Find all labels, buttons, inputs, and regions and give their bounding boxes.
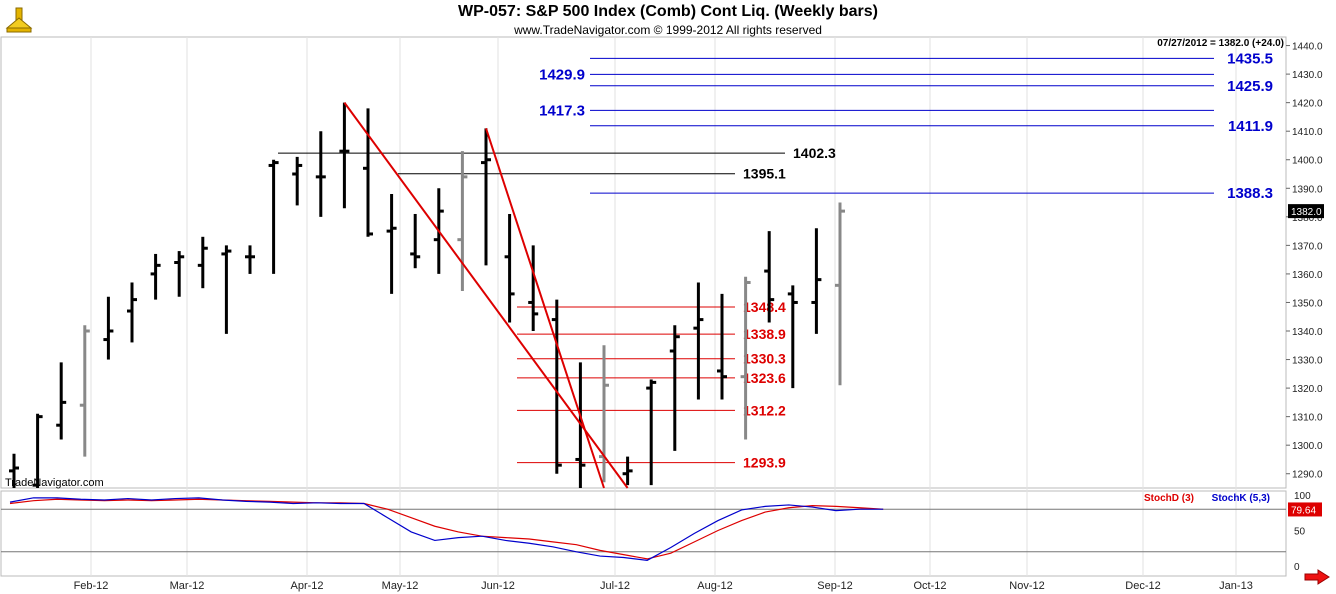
ohlc-bar bbox=[457, 151, 468, 292]
ohlc-bar bbox=[221, 245, 232, 334]
y-tick-label: 1400.0 bbox=[1292, 156, 1323, 167]
level-label: 1323.6 bbox=[743, 370, 786, 386]
y-tick-label: 1360.0 bbox=[1292, 270, 1323, 281]
level-label: 1312.2 bbox=[743, 402, 786, 418]
stoch-y-tick-label: 0 bbox=[1294, 562, 1300, 573]
x-tick-label: Feb-12 bbox=[74, 580, 109, 592]
level-label: 1425.9 bbox=[1227, 78, 1273, 95]
y-tick-label: 1440.0 bbox=[1292, 42, 1323, 53]
x-tick-label: Sep-12 bbox=[817, 580, 852, 592]
ohlc-bar bbox=[315, 131, 326, 217]
ohlc-bar bbox=[528, 245, 539, 332]
ohlc-bar bbox=[740, 276, 751, 440]
x-tick-label: Aug-12 bbox=[697, 580, 732, 592]
trendline bbox=[343, 102, 629, 489]
y-tick-label: 1320.0 bbox=[1292, 384, 1323, 395]
ohlc-bar bbox=[386, 193, 397, 294]
ohlc-bar bbox=[599, 345, 609, 483]
level-label: 1435.5 bbox=[1227, 50, 1273, 67]
x-tick-label: Jul-12 bbox=[600, 580, 630, 592]
y-tick-label: 1340.0 bbox=[1292, 327, 1323, 338]
ohlc-bar bbox=[481, 128, 491, 266]
y-tick-label: 1410.0 bbox=[1292, 127, 1323, 138]
level-label: 1348.4 bbox=[743, 299, 786, 315]
ohlc-bar bbox=[127, 282, 137, 343]
ohlc-bar bbox=[504, 213, 515, 323]
ohlc-bar bbox=[292, 156, 303, 206]
y-tick-label: 1350.0 bbox=[1292, 298, 1323, 309]
y-tick-label: 1300.0 bbox=[1292, 441, 1323, 452]
ohlc-bar bbox=[339, 102, 350, 209]
x-tick-label: Nov-12 bbox=[1009, 580, 1044, 592]
x-tick-label: Jan-13 bbox=[1219, 580, 1253, 592]
watermark-label: TradeNavigator.com bbox=[5, 477, 104, 489]
ohlc-bar bbox=[103, 296, 114, 360]
ohlc-bar bbox=[174, 251, 185, 297]
last-price-tag: 1382.0 bbox=[1291, 207, 1322, 218]
ohlc-bar bbox=[811, 228, 822, 334]
ohlc-bar bbox=[197, 236, 208, 289]
ohlc-bar bbox=[764, 231, 775, 323]
stoch-line bbox=[9, 497, 884, 561]
x-tick-label: Apr-12 bbox=[290, 580, 323, 592]
ohlc-bar bbox=[551, 299, 562, 474]
ohlc-bar bbox=[363, 108, 373, 237]
stochD-legend: StochD (3) bbox=[1144, 493, 1194, 504]
ohlc-bar bbox=[32, 413, 43, 488]
level-label: 1388.3 bbox=[1227, 185, 1273, 202]
y-tick-label: 1420.0 bbox=[1292, 99, 1323, 110]
ohlc-bar bbox=[622, 456, 633, 486]
level-label: 1395.1 bbox=[743, 166, 786, 182]
level-label: 1402.3 bbox=[793, 145, 836, 161]
y-tick-label: 1290.0 bbox=[1292, 470, 1323, 481]
trade-navigator-logo-icon bbox=[4, 4, 34, 34]
y-tick-label: 1390.0 bbox=[1292, 184, 1323, 195]
chart-copyright: www.TradeNavigator.com © 1999-2012 All r… bbox=[514, 23, 822, 37]
level-label: 1338.9 bbox=[743, 326, 786, 342]
ohlc-bar bbox=[693, 282, 704, 400]
stoch-line bbox=[9, 498, 884, 560]
stochK-legend: StochK (5,3) bbox=[1212, 493, 1270, 504]
last-quote-label: 07/27/2012 = 1382.0 (+24.0) bbox=[1157, 38, 1284, 49]
y-tick-label: 1380.0 bbox=[1292, 213, 1323, 224]
ohlc-bar bbox=[56, 362, 67, 440]
level-label: 1293.9 bbox=[743, 455, 786, 471]
chart-title: WP-057: S&P 500 Index (Comb) Cont Liq. (… bbox=[458, 3, 878, 20]
y-tick-label: 1330.0 bbox=[1292, 356, 1323, 367]
level-label: 1330.3 bbox=[743, 351, 786, 367]
ohlc-bar bbox=[79, 325, 90, 457]
ohlc-bar bbox=[646, 379, 657, 486]
scroll-right-arrow-icon[interactable] bbox=[1304, 569, 1330, 590]
ohlc-bar bbox=[835, 202, 845, 386]
ohlc-bar bbox=[787, 285, 798, 389]
level-label: 1411.9 bbox=[1228, 118, 1273, 135]
y-tick-label: 1310.0 bbox=[1292, 413, 1323, 424]
level-label: 1417.3 bbox=[539, 102, 585, 119]
stoch-value-tag: 79.64 bbox=[1291, 505, 1316, 516]
x-tick-label: Jun-12 bbox=[481, 580, 515, 592]
y-tick-label: 1430.0 bbox=[1292, 70, 1323, 81]
x-tick-label: Mar-12 bbox=[170, 580, 205, 592]
stoch-value-tag-box bbox=[1288, 502, 1322, 517]
x-tick-label: Oct-12 bbox=[913, 580, 946, 592]
ohlc-bar bbox=[669, 325, 680, 451]
ohlc-bar bbox=[245, 245, 255, 274]
price-panel-frame bbox=[0, 36, 1287, 489]
stoch-y-tick-label: 50 bbox=[1294, 527, 1306, 538]
ohlc-bar bbox=[410, 213, 421, 269]
ohlc-bar bbox=[150, 253, 161, 300]
level-label: 1429.9 bbox=[539, 66, 585, 83]
trendline bbox=[485, 128, 605, 489]
x-tick-label: May-12 bbox=[382, 580, 419, 592]
stochastic-panel-frame bbox=[0, 490, 1287, 577]
x-tick-label: Dec-12 bbox=[1125, 580, 1160, 592]
y-tick-label: 1370.0 bbox=[1292, 241, 1323, 252]
ohlc-bar bbox=[268, 159, 279, 274]
ohlc-bar bbox=[9, 453, 19, 488]
ohlc-bar bbox=[717, 293, 727, 400]
stoch-y-tick-label: 100 bbox=[1294, 491, 1311, 502]
last-price-tag-box bbox=[1288, 204, 1324, 219]
